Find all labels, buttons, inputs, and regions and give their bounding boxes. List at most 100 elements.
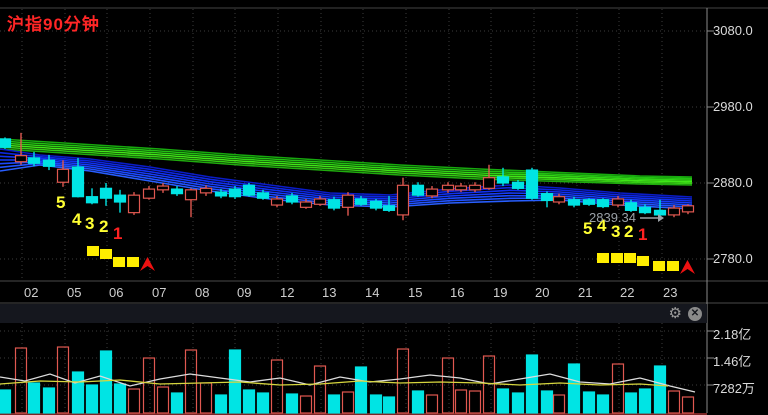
candlestick	[285, 195, 299, 203]
last-price-tag: 2839.34	[589, 210, 636, 225]
candlestick	[71, 166, 85, 198]
candlesticks	[0, 132, 695, 221]
panel-borders	[0, 7, 768, 415]
buy-signal-arrow-icon	[140, 257, 155, 271]
candlestick	[511, 181, 525, 189]
volume-bars	[0, 346, 695, 414]
candlestick	[170, 188, 184, 195]
signal-shapes	[87, 214, 695, 274]
candlestick	[327, 199, 341, 209]
candlestick	[624, 202, 638, 211]
buy-signal-arrow-icon	[680, 260, 695, 274]
candlestick	[596, 199, 610, 208]
candlestick	[582, 199, 596, 205]
volume-bar	[313, 365, 327, 414]
volume-bar	[540, 390, 554, 414]
volume-bar	[113, 383, 127, 414]
candlestick	[14, 155, 28, 163]
volume-bar	[99, 350, 113, 414]
volume-bar	[27, 382, 41, 414]
candlestick	[199, 187, 213, 194]
volume-bar	[552, 394, 566, 414]
candlestick	[653, 209, 667, 216]
volume-bar	[256, 392, 270, 414]
volume-bar	[482, 355, 496, 414]
settings-gear-icon[interactable]: ⚙	[668, 305, 682, 322]
volume-bar	[411, 390, 425, 414]
candlestick	[441, 184, 455, 191]
volume-bar	[496, 388, 510, 414]
chart-title: 沪指90分钟	[7, 15, 100, 34]
price-tag-arrowhead	[658, 214, 664, 222]
candlestick	[156, 185, 170, 191]
countdown-marker: 2	[99, 217, 109, 236]
volume-bar	[425, 394, 439, 414]
volume-bar	[199, 382, 213, 414]
candlestick	[552, 196, 566, 203]
countdown-marker: 3	[85, 214, 95, 233]
x-axis-label: 22	[620, 285, 635, 300]
signal-square	[100, 249, 112, 259]
panel-toolbar: ⚙ ✕	[669, 306, 702, 321]
volume-ma-white	[0, 373, 696, 393]
y-axis-label: 2980.0	[713, 99, 753, 114]
candlestick	[85, 196, 99, 204]
candlestick	[99, 187, 113, 199]
candlestick	[667, 207, 681, 216]
ma-ribbon-blue-line	[0, 159, 693, 204]
candlestick	[127, 194, 141, 214]
ma-ribbon-green-line	[0, 146, 693, 185]
x-axis-label: 23	[663, 285, 678, 300]
ma-ribbon-green-line	[0, 144, 693, 183]
volume-bar	[468, 390, 482, 414]
volume-bar	[624, 392, 638, 414]
y-axis-label: 2880.0	[713, 175, 753, 190]
volume-bar	[127, 388, 141, 414]
x-axis-label: 12	[280, 285, 295, 300]
candlestick	[0, 138, 12, 148]
x-axis-label: 05	[67, 285, 82, 300]
candlestick	[299, 201, 313, 208]
candlestick	[113, 194, 127, 203]
volume-bar	[299, 395, 313, 414]
volume-bar	[0, 389, 12, 414]
candlestick	[382, 205, 396, 211]
candlestick	[354, 198, 368, 205]
volume-bar	[341, 391, 355, 414]
countdown-marker: 2	[624, 222, 634, 241]
x-axis-label: 13	[322, 285, 337, 300]
countdown-marker: 3	[611, 222, 621, 241]
ma-ribbon-green-line	[0, 140, 693, 180]
signal-square	[127, 257, 139, 267]
close-icon[interactable]: ✕	[688, 306, 702, 321]
volume-bar	[611, 363, 625, 414]
ma-ribbon-green-line	[0, 148, 693, 186]
x-axis-label: 06	[109, 285, 124, 300]
candlestick	[468, 184, 482, 191]
volume-bar	[156, 386, 170, 414]
signal-square	[597, 253, 609, 263]
x-axis-label: 07	[152, 285, 167, 300]
candlestick	[184, 189, 198, 201]
candlestick	[56, 168, 70, 183]
volume-bar	[214, 394, 228, 414]
volume-bar	[582, 391, 596, 414]
candlestick	[425, 188, 439, 197]
candlestick	[341, 194, 355, 208]
candlestick	[567, 199, 581, 206]
candlestick	[214, 191, 228, 197]
signal-square	[87, 246, 99, 256]
volume-bar	[42, 387, 56, 414]
volume-bar	[242, 389, 256, 414]
candlestick	[411, 184, 425, 196]
volume-bar	[270, 359, 284, 414]
countdown-marker: 4	[597, 216, 607, 235]
volume-axis-label: 1.46亿	[713, 354, 752, 369]
volume-bar	[567, 363, 581, 414]
volume-bar	[382, 396, 396, 414]
candlestick	[396, 184, 410, 216]
x-axis-label: 09	[237, 285, 252, 300]
candlestick	[242, 184, 256, 196]
candlestick	[638, 206, 652, 214]
